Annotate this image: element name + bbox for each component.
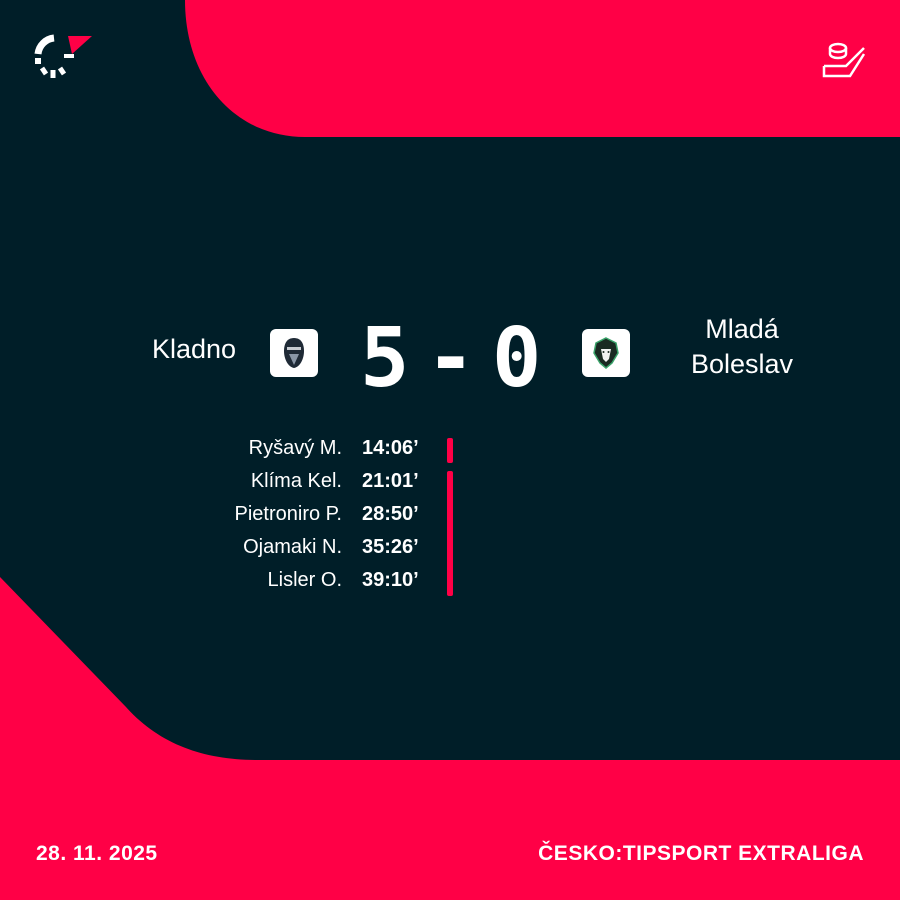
goal-scorer: Pietroniro P. (234, 502, 342, 525)
hockey-puck-stick-icon (820, 42, 866, 83)
goal-row: Lisler O. 39:10’ (180, 563, 430, 597)
goal-scorer: Ryšavý M. (248, 436, 342, 459)
goal-row: Ryšavý M. 14:06’ (180, 431, 430, 465)
goal-row: Pietroniro P. 28:50’ (180, 497, 430, 531)
home-score: 5 (360, 311, 410, 406)
kladno-knight-icon (284, 338, 304, 368)
away-team-name-line2: Boleslav (690, 349, 794, 379)
goal-time: 14:06’ (362, 436, 419, 459)
goal-row: Ojamaki N. 35:26’ (180, 530, 430, 564)
period-bar-2 (447, 471, 453, 596)
home-team-logo (270, 329, 318, 377)
match-date: 28. 11. 2025 (36, 842, 158, 865)
away-team-logo (582, 329, 630, 377)
mlada-boleslav-lion-icon (593, 337, 619, 369)
top-accent-shape (185, 0, 900, 137)
flashscore-logo-icon (34, 34, 94, 85)
goal-time: 21:01’ (362, 469, 419, 492)
away-team-name: Mladá Boleslav (688, 314, 796, 380)
goal-time: 35:26’ (362, 535, 419, 558)
goal-scorer: Klíma Kel. (250, 469, 342, 492)
period-bar-1 (447, 438, 453, 463)
goal-time: 28:50’ (362, 502, 419, 525)
home-team-name: Kladno (152, 334, 237, 364)
score-separator: - (426, 311, 476, 406)
goal-scorer: Ojamaki N. (243, 535, 342, 558)
bottom-accent-shape (0, 577, 900, 900)
goal-scorer: Lisler O. (267, 568, 342, 591)
away-score: 0 (492, 311, 542, 406)
goal-row: Klíma Kel. 21:01’ (180, 464, 430, 498)
competition-name: ČESKO:TIPSPORT EXTRALIGA (538, 842, 864, 865)
away-team-name-line1: Mladá (705, 314, 779, 344)
goal-time: 39:10’ (362, 568, 419, 591)
